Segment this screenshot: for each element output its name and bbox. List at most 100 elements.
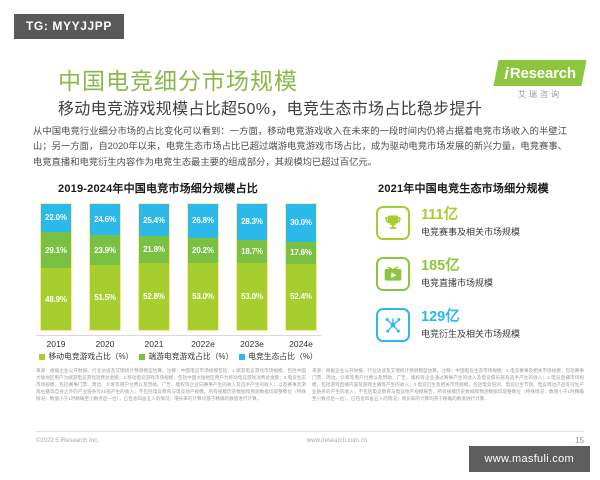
legend-color-swatch (139, 353, 146, 360)
metric-card: 185亿电竞直播市场规模 (376, 257, 586, 291)
stacked-bar: 28.3% 18.7% 53.0% (236, 203, 268, 331)
bar-segment-pc: 17.6% (286, 241, 316, 264)
left-chart-title: 2019-2024年中国电竞市场细分规模占比 (58, 183, 259, 195)
metric-label: 电竞衍生及相关市场规模 (421, 329, 521, 340)
tg-badge: TG: MYYJJPP (14, 14, 124, 39)
copyright-text: ©2022.5 iResearch Inc. (36, 437, 99, 444)
bar-segment-eco: 30.0% (286, 204, 316, 242)
watermark: www.masfuli.com (468, 446, 590, 472)
metric-value: 111亿 (421, 206, 459, 223)
bar-segment-label: 23.9% (94, 245, 116, 255)
legend-label: 移动电竞游戏占比（%） (48, 352, 134, 361)
chart-bar-column: 24.6% 23.9% 51.5% (89, 203, 121, 331)
bar-segment-mobile: 52.8% (139, 263, 169, 330)
logo-mark: i Research (493, 60, 587, 86)
page-subtitle: 移动电竞游戏规模占比超50%，电竞生态市场占比稳步提升 (58, 101, 483, 118)
chart-bar-column: 22.0% 29.1% 48.9% (40, 203, 72, 331)
bar-segment-pc: 20.2% (188, 237, 218, 264)
metric-label: 电竞直播市场规模 (421, 278, 494, 289)
legend-color-swatch (239, 353, 246, 360)
bar-segment-label: 51.5% (94, 293, 116, 303)
bar-segment-mobile: 53.0% (237, 263, 267, 330)
bar-segment-pc: 18.7% (237, 239, 267, 264)
bar-segment-label: 52.8% (143, 292, 165, 302)
x-axis-tick-label: 2022e (191, 339, 215, 349)
bar-segment-pc: 29.1% (41, 231, 71, 269)
chart-bar-column: 25.4% 21.8% 52.8% (138, 203, 170, 331)
stacked-bar-chart: 22.0% 29.1% 48.9% 24.6% 23.9% 51.5% 25.4% 21.8%… (36, 203, 321, 351)
chart-plot-area: 22.0% 29.1% 48.9% 24.6% 23.9% 51.5% 25.4% 21.8%… (36, 203, 321, 331)
metric-card: 129亿电竞衍生及相关市场规模 (376, 308, 586, 342)
bar-segment-label: 29.1% (45, 245, 67, 255)
x-axis-tick-label: 2024e (289, 339, 313, 349)
x-axis-tick-label: 2020 (95, 339, 115, 349)
metric-card-list: 111亿电竞赛事及相关市场规模 185亿电竞直播市场规模 129亿电竞衍生及相关市场… (376, 206, 586, 359)
chart-bar-column: 26.8% 20.2% 53.0% (187, 203, 219, 331)
legend-label: 电竞生态占比（%） (248, 352, 318, 361)
logo-wordmark: Research (509, 64, 576, 82)
bar-segment-label: 18.7% (241, 246, 263, 256)
bar-segment-label: 26.8% (192, 216, 214, 226)
x-axis-tick-label: 2023e (240, 339, 264, 349)
chart-x-axis: 2019 2020 2021 2022e 2023e 2024e (36, 335, 321, 351)
legend-item[interactable]: 电竞生态占比（%） (239, 351, 318, 362)
metric-card: 111亿电竞赛事及相关市场规模 (376, 206, 586, 240)
metric-value: 185亿 (421, 257, 460, 274)
bar-segment-eco: 26.8% (188, 204, 218, 238)
bar-segment-label: 28.3% (241, 217, 263, 227)
stacked-bar: 24.6% 23.9% 51.5% (89, 203, 121, 331)
network-icon (376, 308, 410, 342)
chart-bar-column: 30.0% 17.6% 52.4% (285, 203, 317, 331)
stacked-bar: 22.0% 29.1% 48.9% (40, 203, 72, 331)
footnote-left: 来源：根据企业公开财报、行业访谈及艾瑞统计预测模型估算。注释：中国电竞市场规模包… (36, 368, 306, 401)
chart-legend: 移动电竞游戏占比（%） 端游电竞游戏占比（%） 电竞生态占比（%） (36, 351, 321, 362)
bar-segment-label: 24.6% (94, 215, 116, 224)
stacked-bar: 30.0% 17.6% 52.4% (285, 203, 317, 331)
bar-segment-label: 20.2% (192, 245, 214, 255)
metric-label: 电竞赛事及相关市场规模 (421, 227, 521, 238)
bar-segment-eco: 25.4% (139, 204, 169, 236)
trophy-icon (376, 206, 410, 240)
bar-segment-label: 48.9% (45, 294, 67, 304)
slide-body: i Research 艾瑞咨询 中国电竞细分市场规模 移动电竞游戏规模占比超50… (0, 48, 600, 448)
bar-segment-mobile: 48.9% (41, 268, 71, 330)
lead-paragraph: 从中国电竞行业细分市场的占比变化可以看到：一方面，移动电竞游戏收入在未来的一段时… (33, 126, 567, 167)
bar-segment-pc: 21.8% (139, 236, 169, 264)
bar-segment-mobile: 52.4% (286, 263, 316, 330)
x-axis-tick-label: 2019 (46, 339, 66, 349)
legend-label: 端游电竞游戏占比（%） (148, 352, 234, 361)
bar-segment-eco: 28.3% (237, 204, 267, 240)
stacked-bar: 26.8% 20.2% 53.0% (187, 203, 219, 331)
slide-footer: ©2022.5 iResearch Inc. www.iresearch.com… (36, 431, 584, 445)
bar-segment-label: 53.0% (192, 292, 214, 302)
bar-segment-eco: 24.6% (90, 204, 120, 235)
legend-item[interactable]: 移动电竞游戏占比（%） (39, 351, 133, 362)
right-panel-title: 2021年中国电竞生态市场细分规模 (378, 183, 549, 195)
bar-segment-mobile: 53.0% (188, 263, 218, 330)
iresearch-logo: i Research 艾瑞咨询 (493, 60, 587, 100)
footnote-right: 来源：根据企业公开财报、行业访谈及艾瑞统计预测模型估算。注释：中国电竞生态市场规… (312, 368, 584, 401)
page-number: 15 (575, 436, 584, 445)
bar-segment-label: 30.0% (290, 218, 312, 228)
bar-segment-label: 52.4% (290, 292, 312, 302)
bar-segment-pc: 23.9% (90, 235, 120, 266)
bar-segment-mobile: 51.5% (90, 265, 120, 330)
logo-i-letter: i (504, 63, 509, 83)
bar-segment-label: 25.4% (143, 215, 165, 225)
footer-url: www.iresearch.com.cn (306, 437, 367, 444)
stacked-bar: 25.4% 21.8% 52.8% (138, 203, 170, 331)
legend-item[interactable]: 端游电竞游戏占比（%） (139, 351, 233, 362)
bar-segment-label: 22.0% (45, 213, 67, 223)
bar-segment-label: 53.0% (241, 292, 263, 302)
tv-icon (376, 257, 410, 291)
page-title: 中国电竞细分市场规模 (58, 68, 298, 94)
legend-color-swatch (39, 353, 46, 360)
bar-segment-eco: 22.0% (41, 204, 71, 232)
bar-segment-label: 17.6% (290, 248, 312, 258)
bar-segment-label: 21.8% (143, 245, 165, 255)
metric-value: 129亿 (421, 308, 460, 325)
chart-bar-column: 28.3% 18.7% 53.0% (236, 203, 268, 331)
logo-chinese-name: 艾瑞咨询 (518, 90, 562, 99)
x-axis-tick-label: 2021 (144, 339, 164, 349)
